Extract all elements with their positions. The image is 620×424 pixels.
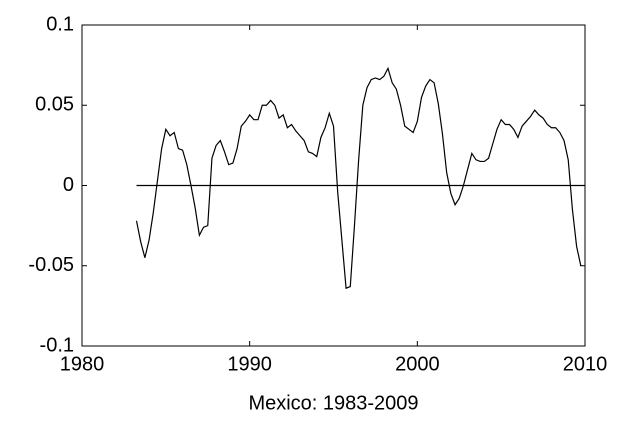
x-tick-label: 1990: [227, 353, 272, 375]
y-tick-label: 0.05: [35, 94, 74, 116]
series-line: [135, 66, 582, 290]
x-axis-label: Mexico: 1983-2009: [248, 392, 418, 414]
y-tick-label: -0.1: [40, 334, 74, 356]
x-tick-label: 2010: [563, 353, 608, 375]
x-tick-label: 2000: [395, 353, 440, 375]
y-tick-label: -0.05: [28, 254, 74, 276]
y-tick-label: 0.1: [46, 13, 74, 35]
x-tick-label: 1980: [60, 353, 105, 375]
y-tick-label: 0: [63, 174, 74, 196]
